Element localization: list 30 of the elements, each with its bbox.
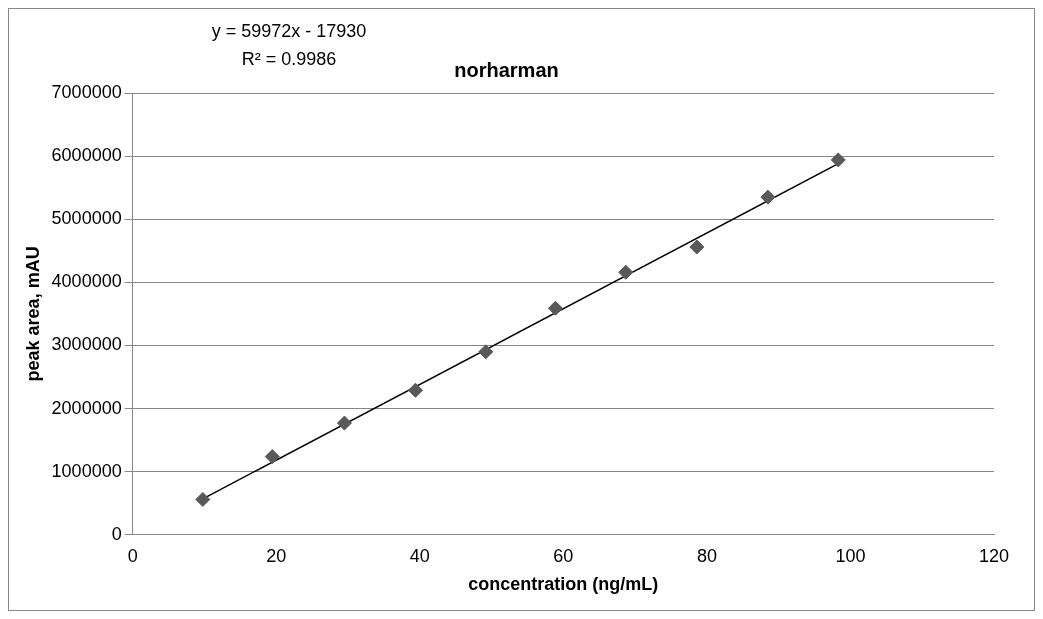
y-tick-label: 5000000 (51, 208, 122, 229)
x-tick-label: 0 (127, 545, 138, 566)
y-axis-title: peak area, mAU (22, 246, 43, 382)
y-tick-label: 3000000 (51, 334, 122, 355)
x-tick-label: 60 (553, 545, 574, 566)
x-tick-label: 100 (835, 545, 866, 566)
point (478, 344, 494, 360)
y-tick-label: 6000000 (51, 145, 122, 166)
y-tick-label: 4000000 (51, 271, 122, 292)
point (760, 189, 776, 205)
chart-title: norharman (454, 58, 559, 81)
x-tick-label: 120 (978, 545, 1010, 566)
point (618, 264, 634, 280)
point (547, 300, 563, 316)
x-axis-title: concentration (ng/mL) (468, 574, 659, 595)
x-tick-label: 80 (696, 545, 717, 566)
point (689, 239, 705, 255)
x-tick-label: 40 (409, 545, 430, 566)
y-tick-label: 7000000 (51, 81, 122, 102)
point (407, 382, 423, 398)
x-tick-label: 20 (266, 545, 287, 566)
text: R² = 0.9986 (241, 49, 337, 69)
point (336, 415, 352, 431)
y-tick-label: 2000000 (51, 397, 122, 418)
point (830, 152, 846, 168)
point (264, 449, 280, 465)
point (195, 491, 211, 507)
y-tick-label: 1000000 (51, 460, 122, 481)
y-tick-label: 0 (111, 523, 122, 544)
text: y = 59972x - 17930 (211, 21, 367, 41)
